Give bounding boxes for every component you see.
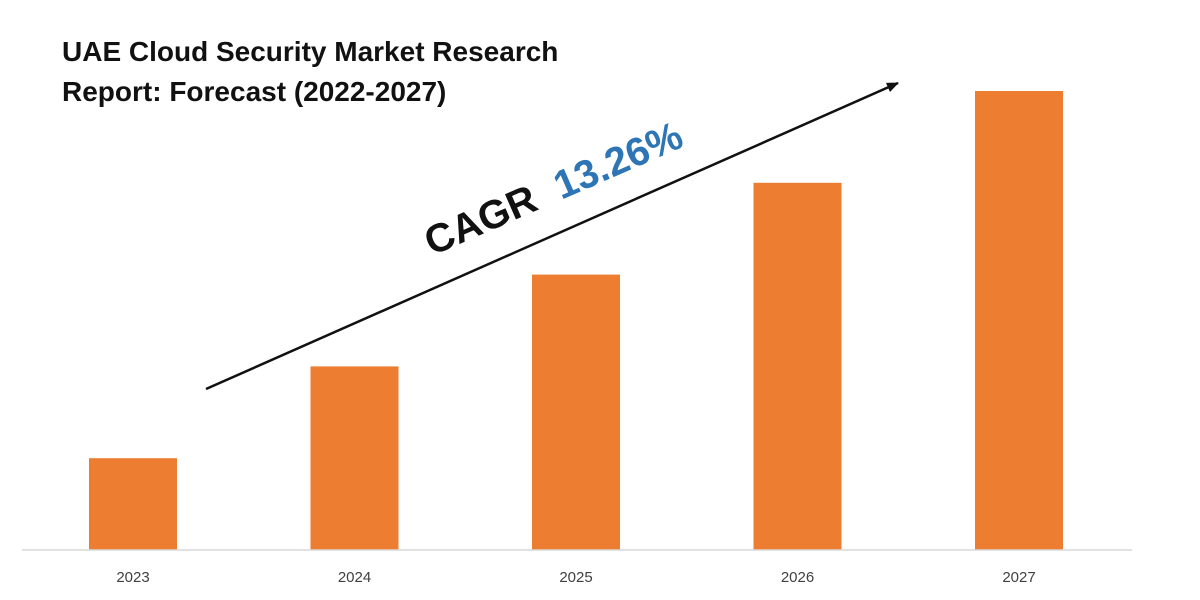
- cagr-label: CAGR: [418, 177, 544, 264]
- bars-group: [89, 91, 1063, 551]
- chart-title-line-1: UAE Cloud Security Market Research: [62, 36, 558, 67]
- bar-2024: [310, 366, 399, 550]
- bar-2027: [975, 91, 1063, 550]
- x-tick-label: 2023: [116, 569, 149, 586]
- bar-2025: [532, 274, 620, 550]
- x-tick-label: 2026: [781, 569, 814, 586]
- bar-2026: [753, 182, 842, 551]
- trend-arrow: [205, 81, 899, 391]
- bar-2023: [89, 458, 177, 550]
- x-tick-labels: 2023 2024 2025 2026 2027: [116, 569, 1035, 586]
- x-tick-label: 2024: [338, 569, 371, 586]
- cagr-value: 13.26%: [547, 114, 689, 208]
- x-tick-label: 2027: [1002, 569, 1035, 586]
- cagr-annotation: CAGR 13.26%: [418, 114, 689, 265]
- x-tick-label: 2025: [559, 569, 592, 586]
- chart-title-line-2: Report: Forecast (2022-2027): [62, 76, 446, 107]
